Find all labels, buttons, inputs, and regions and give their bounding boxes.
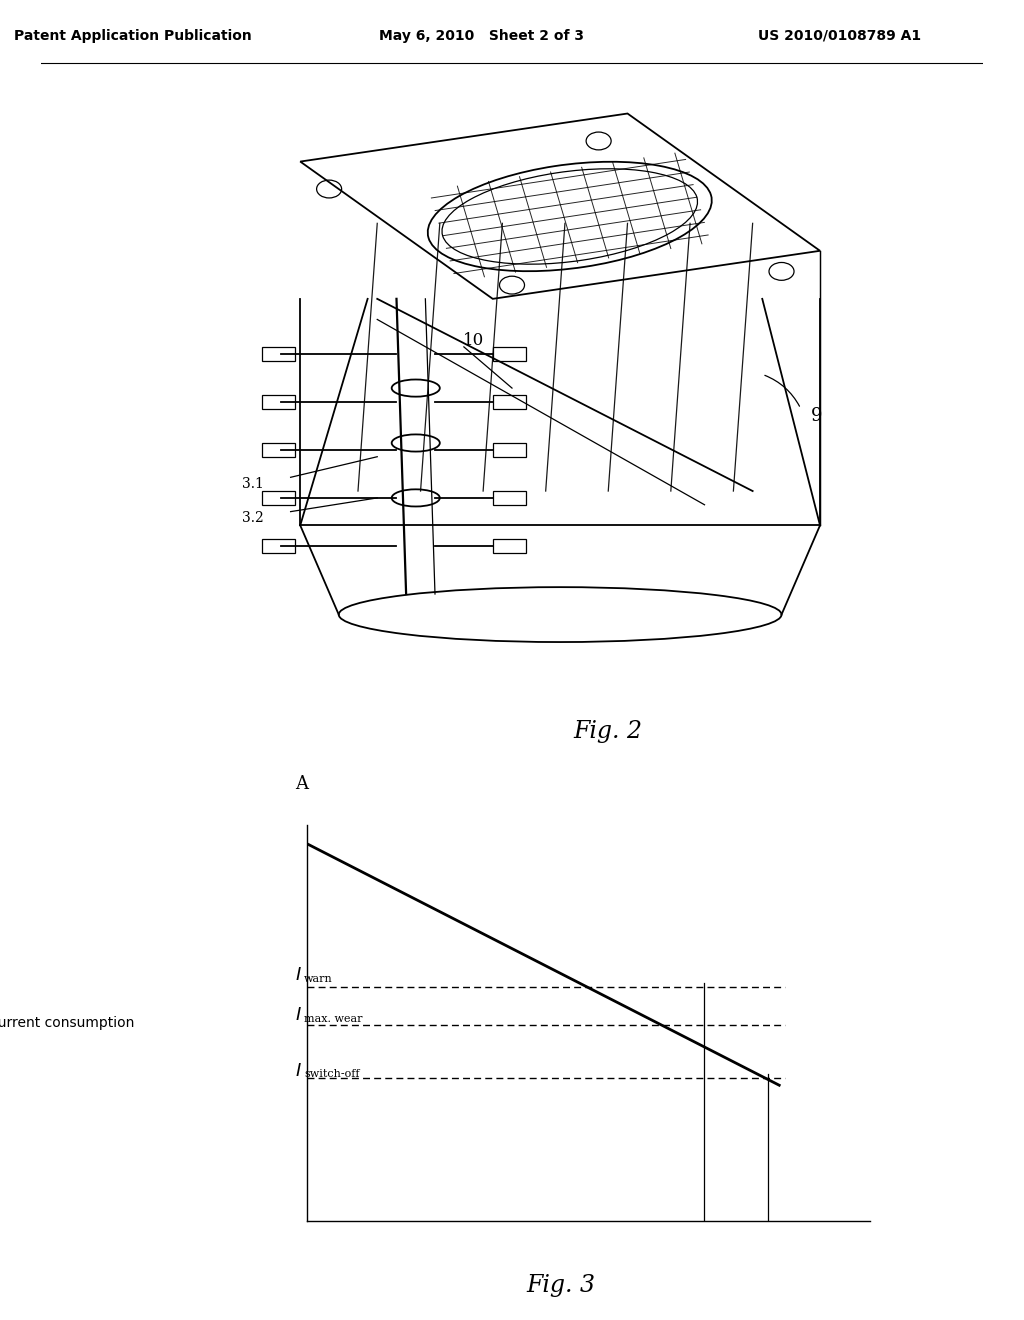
- Text: Patent Application Publication: Patent Application Publication: [14, 29, 252, 42]
- Text: 3.2: 3.2: [243, 511, 264, 525]
- Text: $I$: $I$: [295, 966, 302, 985]
- Bar: [262, 347, 296, 360]
- Bar: [493, 491, 526, 504]
- Text: Fig. 2: Fig. 2: [573, 719, 643, 743]
- Text: May 6, 2010   Sheet 2 of 3: May 6, 2010 Sheet 2 of 3: [379, 29, 584, 42]
- Text: 3.1: 3.1: [243, 477, 264, 491]
- Bar: [262, 539, 296, 553]
- Bar: [262, 491, 296, 504]
- Text: warn: warn: [304, 974, 333, 985]
- Text: 10: 10: [463, 331, 484, 348]
- Bar: [262, 395, 296, 409]
- Text: $I$: $I$: [295, 1061, 302, 1080]
- Text: $I$: $I$: [295, 1006, 302, 1024]
- Text: US 2010/0108789 A1: US 2010/0108789 A1: [758, 29, 922, 42]
- Bar: [493, 395, 526, 409]
- Bar: [493, 539, 526, 553]
- Text: max. wear: max. wear: [304, 1014, 362, 1024]
- Bar: [493, 444, 526, 457]
- Text: switch-off: switch-off: [304, 1069, 359, 1080]
- Text: Fig. 3: Fig. 3: [526, 1274, 595, 1296]
- Text: Current consumption: Current consumption: [0, 1016, 134, 1030]
- Bar: [262, 444, 296, 457]
- Text: 9: 9: [810, 407, 822, 425]
- Text: A: A: [295, 775, 308, 793]
- Bar: [493, 347, 526, 360]
